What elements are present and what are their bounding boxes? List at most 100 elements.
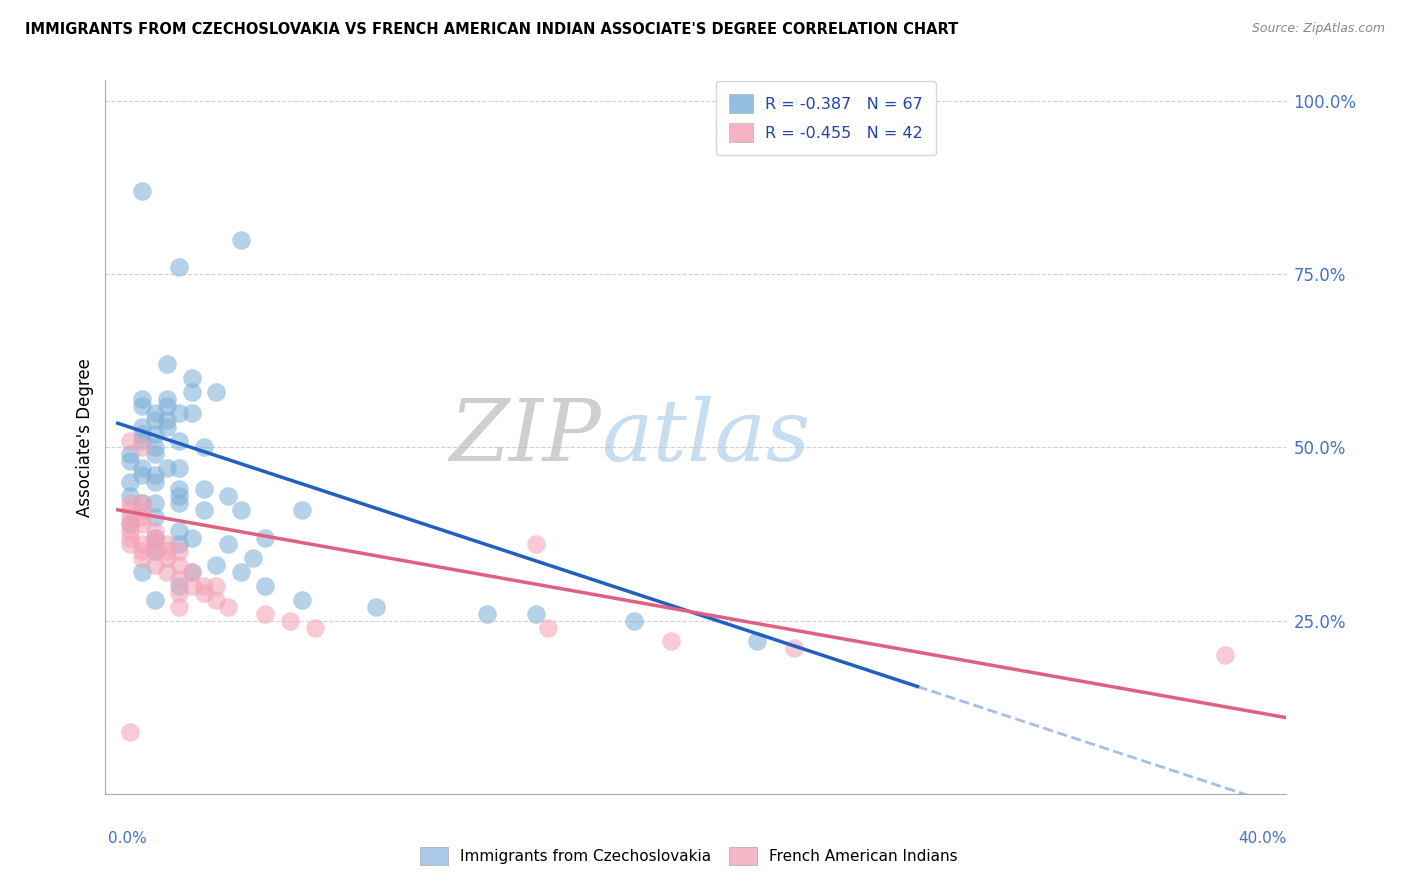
Point [131,392,153,406]
Point [169,586,191,600]
Point [143,496,166,510]
Point [131,441,153,455]
Point [193,586,215,600]
Point [120,454,141,468]
Point [131,468,153,483]
Point [747,634,769,648]
Text: IMMIGRANTS FROM CZECHOSLOVAKIA VS FRENCH AMERICAN INDIAN ASSOCIATE'S DEGREE CORR: IMMIGRANTS FROM CZECHOSLOVAKIA VS FRENCH… [25,22,959,37]
Point [143,593,166,607]
Point [180,579,202,593]
Point [143,531,166,545]
Point [131,496,153,510]
Point [156,551,179,566]
Point [131,496,153,510]
Point [254,579,277,593]
Point [180,531,202,545]
Point [180,406,202,420]
Point [120,531,141,545]
Point [783,641,806,656]
Point [180,565,202,579]
Point [131,516,153,531]
Point [169,434,191,448]
Point [143,475,166,489]
Point [143,544,166,558]
Point [291,593,314,607]
Point [156,461,179,475]
Text: atlas: atlas [602,396,811,478]
Point [156,544,179,558]
Point [229,565,252,579]
Point [169,579,191,593]
Point [143,531,166,545]
Point [254,607,277,621]
Point [169,461,191,475]
Point [143,537,166,551]
Point [143,441,166,455]
Point [120,475,141,489]
Point [120,434,141,448]
Point [120,524,141,538]
Point [205,385,228,400]
Point [524,537,547,551]
Point [193,482,215,496]
Point [180,565,202,579]
Point [205,593,228,607]
Point [131,509,153,524]
Point [143,509,166,524]
Point [143,426,166,441]
Point [131,399,153,413]
Point [169,260,191,275]
Point [120,509,141,524]
Point [169,537,191,551]
Point [156,399,179,413]
Point [169,406,191,420]
Point [169,482,191,496]
Point [120,724,141,739]
Point [156,413,179,427]
Point [229,503,252,517]
Point [623,614,645,628]
Point [180,371,202,385]
Point [143,413,166,427]
Point [217,599,239,614]
Point [131,503,153,517]
Point [291,503,314,517]
Point [156,357,179,371]
Point [169,524,191,538]
Point [156,419,179,434]
Point [131,551,153,566]
Point [475,607,498,621]
Point [156,537,179,551]
Point [169,489,191,503]
Point [169,599,191,614]
Point [217,489,239,503]
Point [242,551,264,566]
Text: ZIP: ZIP [450,396,602,478]
Point [278,614,301,628]
Point [217,537,239,551]
Point [120,447,141,461]
Legend: Immigrants from Czechoslovakia, French American Indians: Immigrants from Czechoslovakia, French A… [413,841,965,871]
Point [659,634,682,648]
Point [131,565,153,579]
Point [120,503,141,517]
Point [120,516,141,531]
Point [143,406,166,420]
Text: 0.0%: 0.0% [108,831,148,846]
Point [131,419,153,434]
Legend: R = -0.387   N = 67, R = -0.455   N = 42: R = -0.387 N = 67, R = -0.455 N = 42 [716,81,936,155]
Point [205,558,228,573]
Point [131,184,153,198]
Point [120,537,141,551]
Point [143,468,166,483]
Point [120,489,141,503]
Point [364,599,387,614]
Point [143,447,166,461]
Point [120,516,141,531]
Point [131,426,153,441]
Point [131,434,153,448]
Point [304,621,326,635]
Point [120,496,141,510]
Point [180,385,202,400]
Point [169,544,191,558]
